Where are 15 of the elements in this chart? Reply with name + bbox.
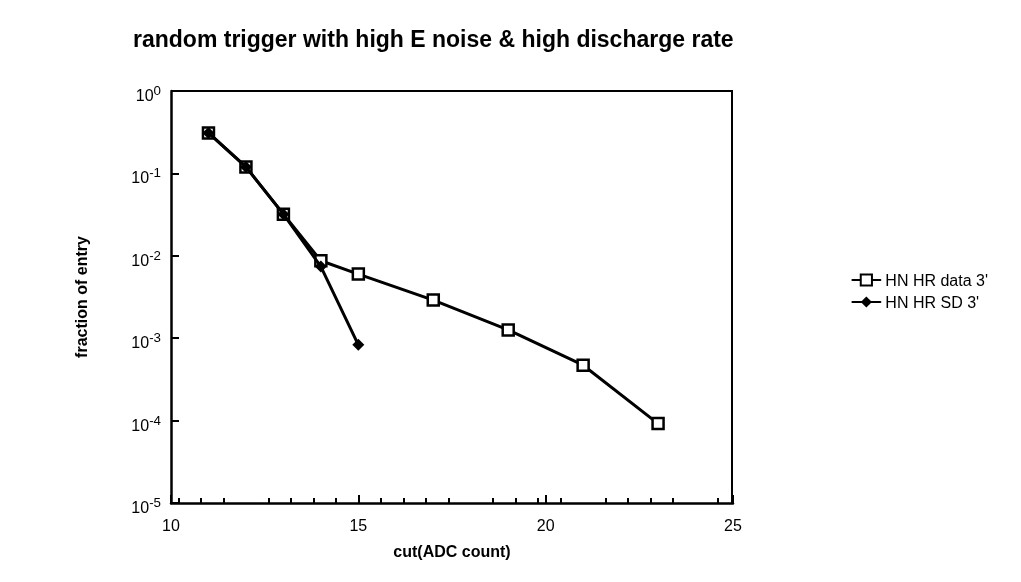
y-tick-label: 10$^{-1}$: [131, 164, 161, 187]
x-tick-label: 10: [162, 516, 180, 534]
x-tick-label: 20: [536, 516, 555, 534]
legend-label: HN HR SD 3': [885, 293, 980, 311]
legend-label: HN HR data 3': [885, 271, 989, 289]
y-tick-label: 10$^{-4}$: [131, 411, 161, 434]
chart-title: random trigger with high E noise & high discharge rate: [133, 25, 734, 52]
y-tick-label: 10$^{-2}$: [131, 246, 161, 270]
x-axis-title: cut(ADC count): [393, 542, 511, 560]
x-tick-label: 15: [349, 516, 368, 534]
y-tick-label: 10$^{-5}$: [131, 494, 161, 517]
y-tick-label: 10$^{-3}$: [131, 329, 161, 352]
x-tick-label: 25: [724, 516, 742, 534]
y-tick-label: 10$^{0}$: [135, 82, 161, 105]
y-axis-title: fraction of entry: [72, 236, 90, 358]
